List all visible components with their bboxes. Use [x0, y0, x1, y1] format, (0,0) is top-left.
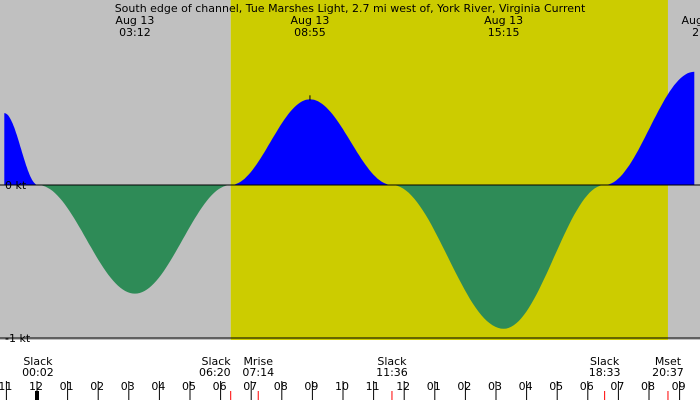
hour-tick-label: 05 — [549, 380, 563, 393]
hour-tick-label: 04 — [519, 380, 533, 393]
flood-area — [4, 113, 38, 185]
event-time-label: 11:36 — [376, 366, 408, 379]
chart-title: South edge of channel, Tue Marshes Light… — [115, 2, 586, 15]
peak-time-label: 15:15 — [488, 26, 520, 39]
peak-date-label: Aug 13 — [290, 14, 329, 27]
ebb-areas — [37, 185, 605, 329]
event-label: Slack — [590, 355, 620, 368]
ebb-area — [392, 185, 605, 329]
event-label: Slack — [377, 355, 407, 368]
hour-axis: 11 12 01 02 03 04 05 06 07 08 09 10 11 12 01 02 03 04 05 06… — [0, 380, 686, 400]
flood-area — [604, 71, 695, 185]
hour-tick-label: 06 — [580, 380, 594, 393]
hour-tick-label: 09 — [304, 380, 318, 393]
event-label: Mset — [655, 355, 682, 368]
hour-tick-label: 04 — [151, 380, 165, 393]
event-label: Mrise — [243, 355, 273, 368]
event-time-label: 06:20 — [199, 366, 231, 379]
hour-tick-label: 08 — [641, 380, 655, 393]
hour-tick-label: 05 — [182, 380, 196, 393]
hour-tick-label: 12 — [29, 380, 43, 393]
peak-time-label: 03:12 — [119, 26, 151, 39]
event-time-label: 18:33 — [589, 366, 621, 379]
peak-time-label: 08:55 — [294, 26, 326, 39]
hour-tick-label: 06 — [213, 380, 227, 393]
peak-time-label: 21: — [692, 26, 700, 39]
event-label: Slack — [23, 355, 53, 368]
event-time-label: 20:37 — [652, 366, 684, 379]
hour-tick-label: 01 — [60, 380, 74, 393]
hour-tick-label: 02 — [457, 380, 471, 393]
hour-tick-label: 11 — [366, 380, 380, 393]
event-labels: Slack00:02Slack06:20Mrise07:14Slack11:36… — [22, 355, 684, 379]
hour-tick-label: 01 — [427, 380, 441, 393]
midnight-marker — [35, 391, 39, 400]
y-tick-label: 0 kt — [5, 179, 27, 192]
hour-tick-label: 10 — [335, 380, 349, 393]
hour-tick-label: 03 — [121, 380, 135, 393]
flood-area — [230, 99, 392, 185]
peak-date-label: Aug 13 — [682, 14, 700, 27]
night-band — [0, 0, 231, 340]
ebb-area — [37, 185, 231, 294]
event-time-label: 00:02 — [22, 366, 54, 379]
hour-tick-label: 11 — [0, 380, 12, 393]
event-label: Slack — [201, 355, 231, 368]
event-time-label: 07:14 — [242, 366, 274, 379]
hour-tick-label: 03 — [488, 380, 502, 393]
hour-tick-label: 07 — [610, 380, 624, 393]
y-tick-label: -1 kt — [5, 332, 31, 345]
flood-areas — [4, 71, 695, 185]
hour-tick-label: 02 — [90, 380, 104, 393]
hour-tick-label: 09 — [672, 380, 686, 393]
hour-tick-label: 07 — [243, 380, 257, 393]
hour-tick-label: 12 — [396, 380, 410, 393]
axes: 0 kt -1 kt — [0, 179, 700, 345]
peak-date-label: Aug 13 — [115, 14, 154, 27]
hour-tick-label: 08 — [274, 380, 288, 393]
peak-date-label: Aug 13 — [484, 14, 523, 27]
